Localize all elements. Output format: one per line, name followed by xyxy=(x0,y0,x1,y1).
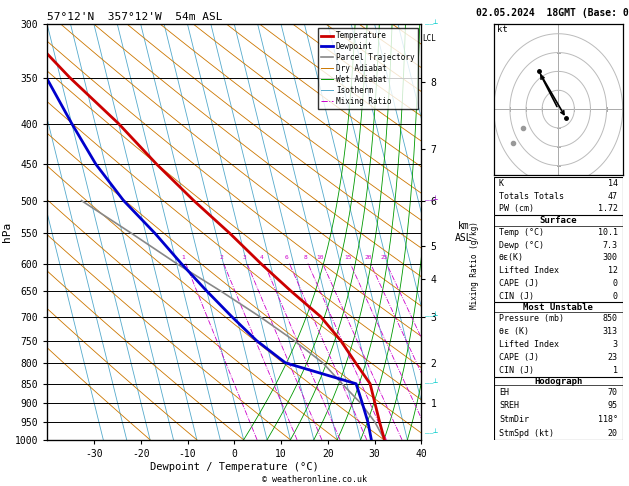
Text: 8: 8 xyxy=(304,255,308,260)
Legend: Temperature, Dewpoint, Parcel Trajectory, Dry Adiabat, Wet Adiabat, Isotherm, Mi: Temperature, Dewpoint, Parcel Trajectory… xyxy=(318,28,418,109)
Text: 7.3: 7.3 xyxy=(603,241,618,250)
Text: 14: 14 xyxy=(608,179,618,188)
Text: 3: 3 xyxy=(613,340,618,349)
Text: 15: 15 xyxy=(344,255,352,260)
Text: 1: 1 xyxy=(613,366,618,375)
Y-axis label: hPa: hPa xyxy=(2,222,12,242)
Text: Pressure (mb): Pressure (mb) xyxy=(499,314,564,323)
Text: K: K xyxy=(499,179,504,188)
Text: ——┴: ——┴ xyxy=(425,21,437,27)
Text: 25: 25 xyxy=(380,255,387,260)
Text: CIN (J): CIN (J) xyxy=(499,292,534,300)
Text: 70: 70 xyxy=(608,388,618,397)
Text: StmSpd (kt): StmSpd (kt) xyxy=(499,429,554,437)
Text: 300: 300 xyxy=(603,254,618,262)
Text: 1.72: 1.72 xyxy=(598,204,618,213)
Text: ——┴: ——┴ xyxy=(425,430,437,436)
Text: 1: 1 xyxy=(182,255,186,260)
Text: Totals Totals: Totals Totals xyxy=(499,191,564,201)
Text: CAPE (J): CAPE (J) xyxy=(499,279,539,288)
Text: Hodograph: Hodograph xyxy=(534,377,582,386)
Text: 12: 12 xyxy=(608,266,618,275)
Text: 118°: 118° xyxy=(598,415,618,424)
Text: CIN (J): CIN (J) xyxy=(499,366,534,375)
Text: kt: kt xyxy=(497,25,508,34)
Text: StmDir: StmDir xyxy=(499,415,529,424)
Text: LCL: LCL xyxy=(422,34,436,43)
Text: PW (cm): PW (cm) xyxy=(499,204,534,213)
Text: 6: 6 xyxy=(285,255,289,260)
Text: © weatheronline.co.uk: © weatheronline.co.uk xyxy=(262,474,367,484)
Text: 20: 20 xyxy=(608,429,618,437)
Text: 10.1: 10.1 xyxy=(598,228,618,237)
Text: 0: 0 xyxy=(613,279,618,288)
Text: θε(K): θε(K) xyxy=(499,254,524,262)
Text: 313: 313 xyxy=(603,327,618,336)
Text: SREH: SREH xyxy=(499,401,519,410)
Text: ——┴: ——┴ xyxy=(425,198,437,204)
Text: 3: 3 xyxy=(243,255,247,260)
Text: 57°12'N  357°12'W  54m ASL: 57°12'N 357°12'W 54m ASL xyxy=(47,12,223,22)
Text: Lifted Index: Lifted Index xyxy=(499,266,559,275)
Text: 0: 0 xyxy=(613,292,618,300)
Text: 47: 47 xyxy=(608,191,618,201)
Text: Surface: Surface xyxy=(540,216,577,225)
Text: Most Unstable: Most Unstable xyxy=(523,303,593,312)
Text: Lifted Index: Lifted Index xyxy=(499,340,559,349)
Text: Temp (°C): Temp (°C) xyxy=(499,228,544,237)
Text: ——┴: ——┴ xyxy=(425,381,437,387)
Text: 2: 2 xyxy=(220,255,223,260)
Text: θε (K): θε (K) xyxy=(499,327,529,336)
Text: ——┴: ——┴ xyxy=(425,314,437,320)
Text: EH: EH xyxy=(499,388,509,397)
Text: Dewp (°C): Dewp (°C) xyxy=(499,241,544,250)
Text: 02.05.2024  18GMT (Base: 06): 02.05.2024 18GMT (Base: 06) xyxy=(476,8,629,18)
Y-axis label: km
ASL: km ASL xyxy=(455,221,473,243)
Text: 10: 10 xyxy=(316,255,324,260)
Text: 23: 23 xyxy=(608,353,618,362)
Text: 20: 20 xyxy=(364,255,372,260)
Text: 95: 95 xyxy=(608,401,618,410)
X-axis label: Dewpoint / Temperature (°C): Dewpoint / Temperature (°C) xyxy=(150,462,319,471)
Text: 4: 4 xyxy=(260,255,264,260)
Text: Mixing Ratio (g/kg): Mixing Ratio (g/kg) xyxy=(470,221,479,309)
Text: 850: 850 xyxy=(603,314,618,323)
Text: CAPE (J): CAPE (J) xyxy=(499,353,539,362)
